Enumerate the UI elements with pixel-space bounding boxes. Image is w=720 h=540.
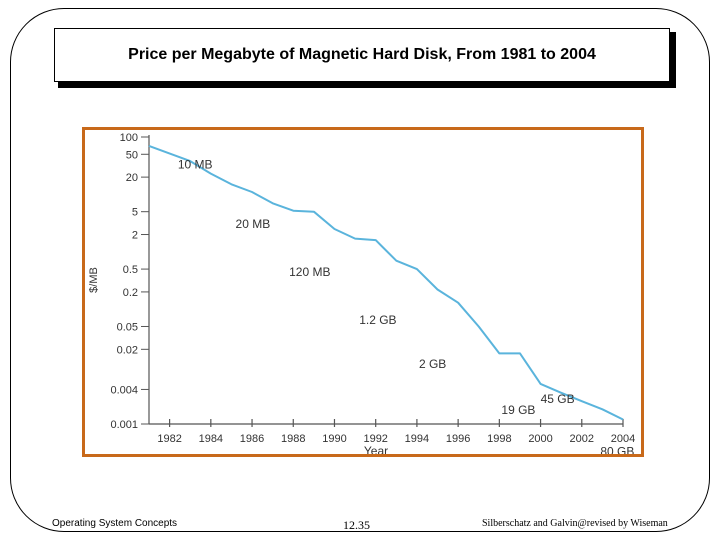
x-tick-label: 1984 (199, 433, 223, 445)
y-tick-label: 0.5 (123, 264, 138, 276)
x-tick-label: 1992 (363, 433, 387, 445)
x-tick-label: 2004 (611, 433, 635, 445)
capacity-annotation: 2 GB (419, 357, 446, 371)
x-tick-label: 2000 (528, 433, 552, 445)
disk-price-chart: 100 50 20 5 2 0.5 0.2 0.05 0.02 0.004 0.001 1982 198… (88, 132, 635, 454)
capacity-annotation: 10 MB (178, 158, 213, 172)
y-tick-label: 0.02 (117, 344, 138, 356)
capacity-annotation: 1.2 GB (359, 313, 396, 327)
y-tick-label: 0.2 (123, 287, 138, 299)
y-tick-label: 20 (126, 172, 138, 184)
y-axis-label: $/MB (88, 267, 100, 293)
slide-frame (10, 8, 710, 532)
capacity-annotation: 80 GB (600, 445, 634, 454)
y-tick-label: 0.004 (110, 384, 138, 396)
price-series-line (148, 144, 624, 421)
footer-credits: Silberschatz and Galvin@revised by Wisem… (482, 518, 668, 529)
slide-title: Price per Megabyte of Magnetic Hard Disk… (128, 46, 596, 63)
y-tick-label: 50 (126, 149, 138, 161)
x-tick-label: 1986 (240, 433, 264, 445)
x-tick-label: 1998 (487, 433, 511, 445)
chart-frame: 100 50 20 5 2 0.5 0.2 0.05 0.02 0.004 0.001 1982 198… (82, 127, 644, 457)
capacity-annotation: 45 GB (541, 392, 575, 406)
x-tick-label: 1988 (281, 433, 305, 445)
x-tick-label: 1996 (446, 433, 470, 445)
footer-page-number: 12.35 (343, 518, 370, 532)
x-tick-label: 1994 (405, 433, 429, 445)
capacity-annotation: 19 GB (501, 403, 535, 417)
x-axis-label: Year (364, 444, 388, 454)
y-tick-label: 100 (120, 132, 138, 144)
x-tick-label: 2002 (570, 433, 594, 445)
capacity-annotation: 120 MB (289, 265, 330, 279)
x-tick-label: 1990 (322, 433, 346, 445)
y-tick-label: 0.05 (117, 321, 138, 333)
y-tick-label: 2 (132, 230, 138, 242)
title-box: Price per Megabyte of Magnetic Hard Disk… (54, 28, 670, 82)
capacity-annotation: 20 MB (236, 217, 271, 231)
footer-course: Operating System Concepts (52, 518, 178, 529)
y-tick-label: 0.001 (110, 419, 138, 431)
y-tick-label: 5 (132, 207, 138, 219)
x-tick-label: 1982 (157, 433, 181, 445)
